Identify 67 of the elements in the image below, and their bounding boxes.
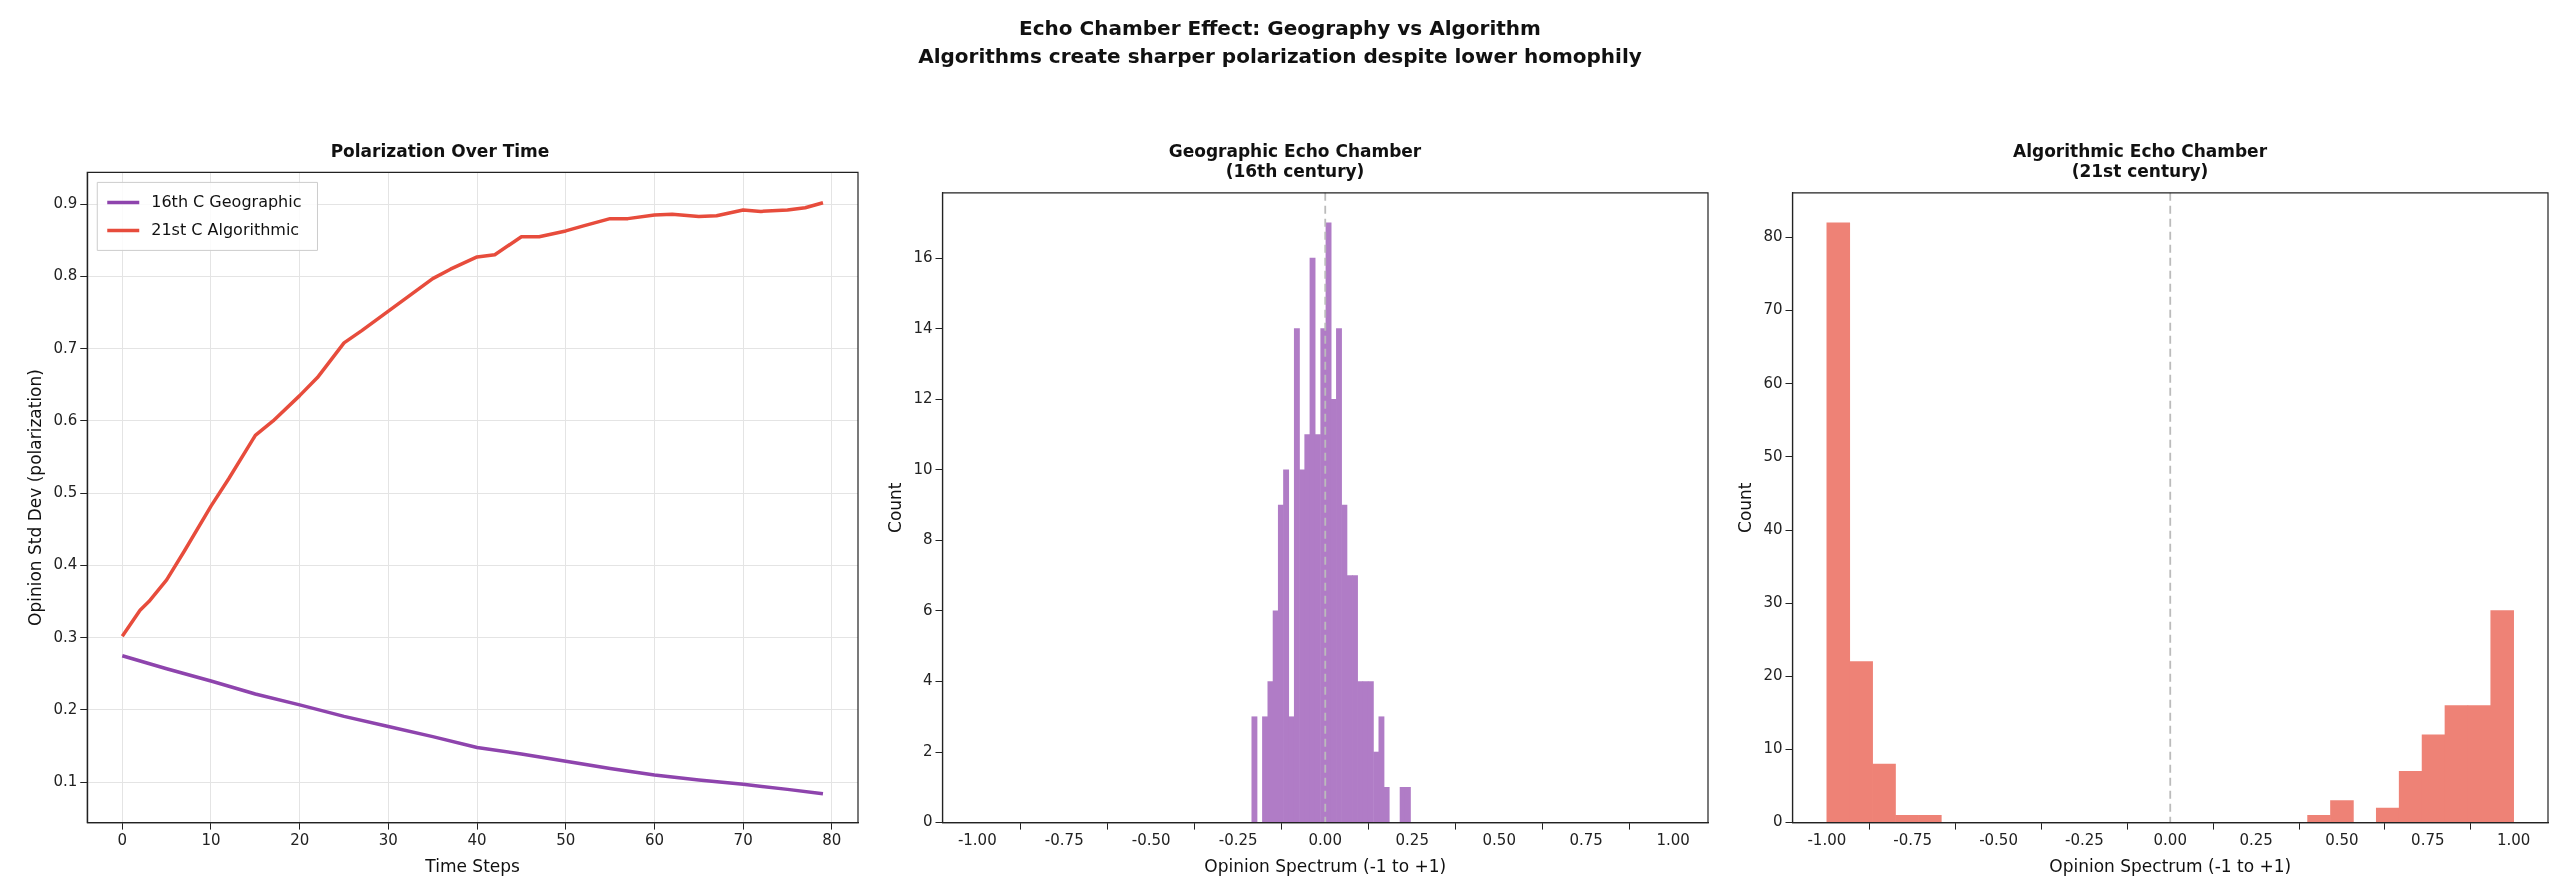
- y-tick-label: 0.7: [53, 338, 78, 357]
- chart-title: Geographic Echo Chamber (16th century): [1168, 140, 1422, 182]
- text: Echo Chamber Effect: Geography vs Algorithm: [1018, 15, 1542, 42]
- y-tick-label: 16: [913, 247, 933, 266]
- y-tick-label: 20: [1763, 666, 1783, 685]
- y-axis-title: Count: [1734, 482, 1755, 533]
- y-tick-label: 10: [913, 459, 933, 478]
- x-axis-title: Opinion Spectrum (-1 to +1): [1204, 856, 1447, 877]
- x-tick-label: 70: [733, 831, 753, 850]
- y-tick-label: 8: [922, 530, 933, 549]
- y-tick-label: 14: [913, 318, 933, 337]
- x-axis-title: Time Steps: [424, 856, 521, 877]
- x-tick-label: -0.50: [1131, 831, 1171, 850]
- x-tick-label: 0.25: [1395, 831, 1429, 850]
- x-tick-label: 50: [556, 831, 576, 850]
- y-tick-label: 0.2: [53, 699, 78, 718]
- x-tick-label: 20: [290, 831, 310, 850]
- x-tick-label: 60: [644, 831, 664, 850]
- x-tick-label: 30: [378, 831, 398, 850]
- y-axis-title: Count: [884, 482, 905, 533]
- x-tick-label: 0.00: [2153, 831, 2187, 850]
- legend-label: 21st C Algorithmic: [151, 219, 300, 239]
- x-tick-label: -1.00: [957, 831, 997, 850]
- y-tick-label: 0.9: [53, 194, 78, 213]
- y-tick-label: 10: [1763, 739, 1783, 758]
- x-tick-label: -0.75: [1893, 831, 1933, 850]
- y-tick-label: 0: [1772, 812, 1783, 831]
- x-tick-label: -0.25: [1218, 831, 1258, 850]
- y-tick-label: 0.6: [53, 410, 78, 429]
- y-tick-label: 2: [922, 741, 933, 760]
- x-tick-label: 1.00: [1656, 831, 1690, 850]
- x-tick-label: -0.50: [1979, 831, 2018, 850]
- y-axis-title: Opinion Std Dev (polarization): [24, 369, 45, 626]
- x-tick-label: 0.75: [2411, 831, 2445, 850]
- legend-label: 16th C Geographic: [151, 191, 302, 211]
- y-tick-label: 30: [1763, 593, 1783, 612]
- y-tick-label: 0.4: [53, 555, 78, 574]
- y-tick-label: 6: [922, 600, 933, 619]
- y-tick-label: 70: [1763, 300, 1783, 319]
- x-tick-label: 0: [117, 831, 128, 850]
- x-tick-label: 0.00: [1308, 831, 1342, 850]
- x-tick-label: 0.25: [2239, 831, 2273, 850]
- y-tick-label: 80: [1763, 227, 1783, 246]
- text: Algorithms create sharper polarization despite lower homophily: [917, 43, 1643, 70]
- y-tick-label: 4: [922, 671, 933, 690]
- y-tick-label: 0.8: [53, 266, 78, 285]
- x-tick-label: 1.00: [2496, 831, 2531, 850]
- y-tick-label: 0.3: [53, 627, 78, 646]
- y-tick-label: 40: [1763, 519, 1783, 538]
- y-tick-label: 0: [922, 812, 933, 831]
- x-tick-label: 0.50: [2325, 831, 2359, 850]
- x-tick-label: -1.00: [1807, 831, 1847, 850]
- x-tick-label: 10: [201, 831, 221, 850]
- x-tick-label: 0.75: [1569, 831, 1603, 850]
- y-tick-label: 60: [1763, 373, 1783, 392]
- x-tick-label: 0.50: [1482, 831, 1516, 850]
- y-tick-label: 0.1: [53, 772, 78, 791]
- y-tick-label: 0.5: [53, 483, 78, 502]
- chart-title: Algorithmic Echo Chamber (21st century): [2012, 140, 2268, 182]
- chart-title: Polarization Over Time: [330, 140, 550, 161]
- x-tick-label: 80: [822, 831, 842, 850]
- y-tick-label: 50: [1763, 446, 1783, 465]
- y-tick-label: 12: [913, 389, 933, 408]
- x-tick-label: -0.25: [2064, 831, 2104, 850]
- x-tick-label: 40: [467, 831, 487, 850]
- x-axis-title: Opinion Spectrum (-1 to +1): [2049, 856, 2292, 877]
- x-tick-label: -0.75: [1044, 831, 1084, 850]
